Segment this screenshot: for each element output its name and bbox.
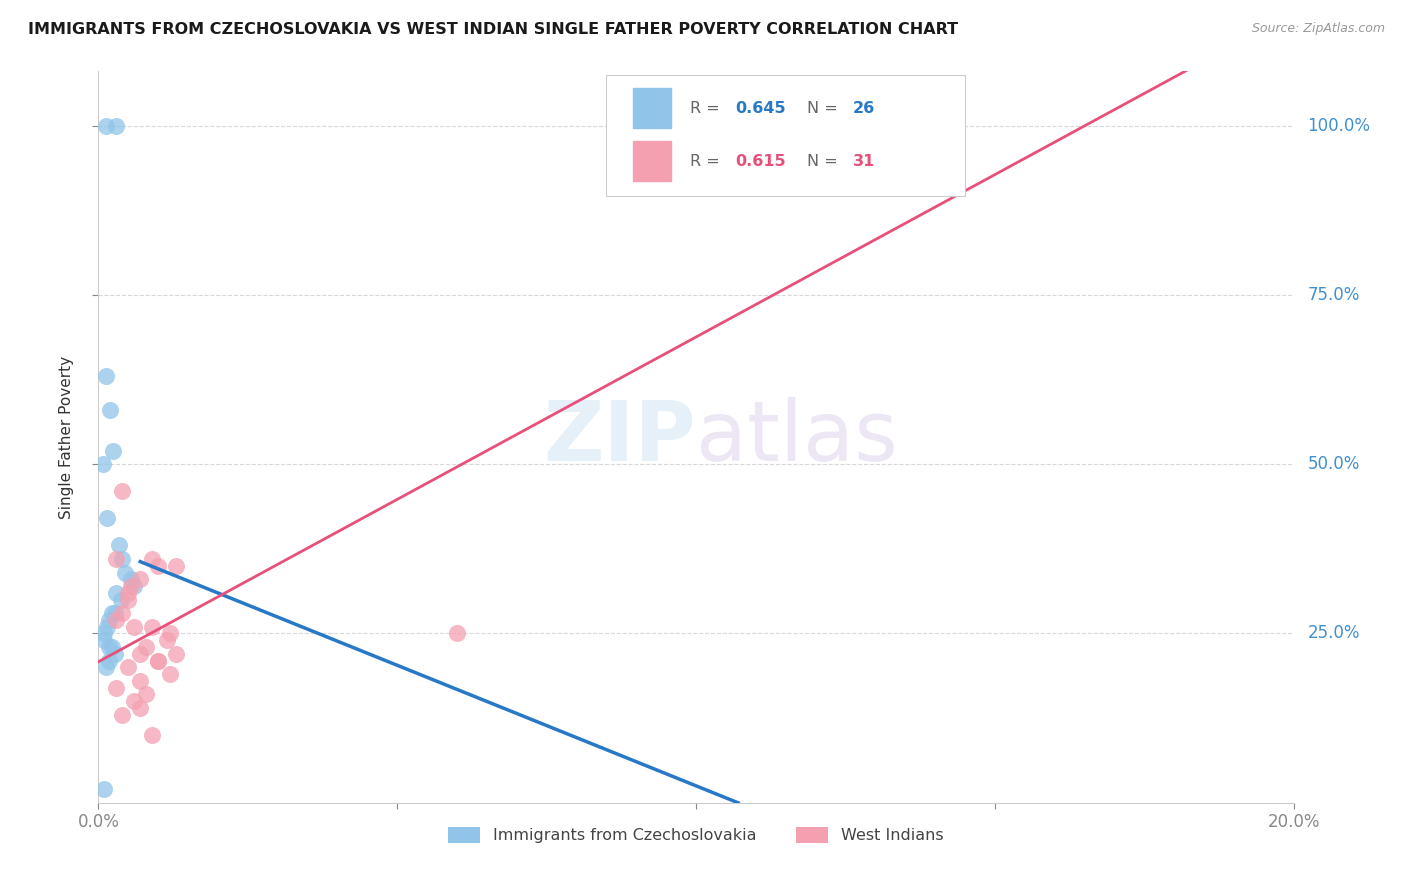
Point bbox=[100, 606, 122, 620]
Text: 0.615: 0.615 bbox=[735, 154, 786, 169]
Point bbox=[129, 572, 152, 586]
Point bbox=[98, 640, 121, 654]
Point bbox=[156, 633, 179, 648]
Text: 26: 26 bbox=[852, 101, 875, 116]
Point bbox=[148, 654, 170, 668]
Point bbox=[105, 613, 128, 627]
Point bbox=[94, 369, 117, 384]
Point bbox=[96, 620, 118, 634]
Point bbox=[148, 558, 170, 573]
Y-axis label: Single Father Poverty: Single Father Poverty bbox=[59, 356, 75, 518]
Point bbox=[93, 782, 115, 797]
Point bbox=[98, 403, 122, 417]
Point bbox=[100, 640, 122, 654]
Point bbox=[117, 592, 139, 607]
Point bbox=[148, 654, 170, 668]
Text: N =: N = bbox=[807, 154, 844, 169]
Point bbox=[124, 620, 146, 634]
Point bbox=[135, 640, 157, 654]
Text: 100.0%: 100.0% bbox=[1308, 117, 1371, 135]
Text: IMMIGRANTS FROM CZECHOSLOVAKIA VS WEST INDIAN SINGLE FATHER POVERTY CORRELATION : IMMIGRANTS FROM CZECHOSLOVAKIA VS WEST I… bbox=[28, 22, 959, 37]
Point bbox=[446, 626, 468, 640]
Text: 75.0%: 75.0% bbox=[1308, 285, 1360, 304]
Point bbox=[117, 586, 139, 600]
Point bbox=[103, 443, 125, 458]
Point bbox=[141, 728, 163, 742]
Point bbox=[98, 613, 121, 627]
Text: atlas: atlas bbox=[696, 397, 897, 477]
Point bbox=[105, 552, 128, 566]
Point bbox=[105, 586, 128, 600]
Point bbox=[111, 707, 134, 722]
Point bbox=[114, 566, 136, 580]
Point bbox=[111, 606, 134, 620]
Point bbox=[124, 694, 146, 708]
Point bbox=[159, 626, 181, 640]
Point bbox=[120, 579, 142, 593]
Point bbox=[129, 673, 152, 688]
Point bbox=[129, 647, 152, 661]
Point bbox=[98, 654, 121, 668]
Text: Source: ZipAtlas.com: Source: ZipAtlas.com bbox=[1251, 22, 1385, 36]
Point bbox=[108, 538, 131, 552]
Point bbox=[111, 484, 134, 499]
Point bbox=[141, 552, 163, 566]
Point bbox=[165, 558, 187, 573]
Text: ZIP: ZIP bbox=[544, 397, 696, 477]
Text: N =: N = bbox=[807, 101, 844, 116]
Text: 31: 31 bbox=[852, 154, 875, 169]
Point bbox=[159, 667, 181, 681]
Point bbox=[93, 633, 115, 648]
Text: 50.0%: 50.0% bbox=[1308, 455, 1360, 473]
Point bbox=[105, 119, 128, 133]
Point bbox=[104, 647, 127, 661]
Point bbox=[110, 592, 132, 607]
Point bbox=[91, 457, 114, 471]
Legend: Immigrants from Czechoslovakia, West Indians: Immigrants from Czechoslovakia, West Ind… bbox=[441, 821, 950, 850]
Point bbox=[94, 660, 117, 674]
Point bbox=[94, 119, 117, 133]
Point bbox=[111, 552, 134, 566]
Point bbox=[120, 572, 142, 586]
Text: 0.645: 0.645 bbox=[735, 101, 786, 116]
Point bbox=[135, 688, 157, 702]
Bar bbox=[633, 141, 671, 181]
Text: R =: R = bbox=[690, 154, 725, 169]
Point bbox=[129, 701, 152, 715]
Bar bbox=[633, 88, 671, 128]
Point bbox=[104, 606, 127, 620]
Point bbox=[93, 626, 115, 640]
Point bbox=[96, 511, 118, 525]
Point bbox=[141, 620, 163, 634]
FancyBboxPatch shape bbox=[606, 75, 965, 195]
Point bbox=[165, 647, 187, 661]
Point bbox=[105, 681, 128, 695]
Point bbox=[117, 660, 139, 674]
Text: R =: R = bbox=[690, 101, 725, 116]
Point bbox=[124, 579, 146, 593]
Text: 25.0%: 25.0% bbox=[1308, 624, 1360, 642]
Point bbox=[936, 119, 959, 133]
